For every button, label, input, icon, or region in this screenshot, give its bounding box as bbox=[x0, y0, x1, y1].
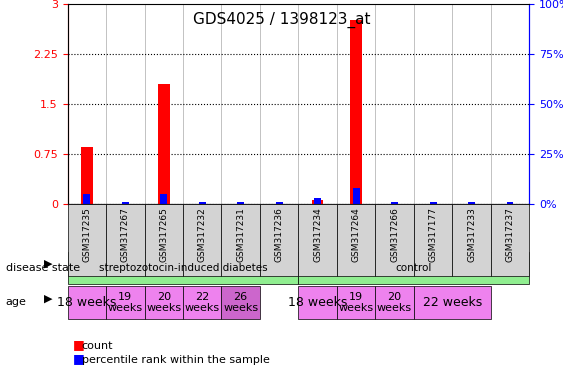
Text: percentile rank within the sample: percentile rank within the sample bbox=[82, 355, 270, 365]
Text: 22 weeks: 22 weeks bbox=[423, 296, 482, 309]
Text: 19
weeks: 19 weeks bbox=[338, 291, 374, 313]
Text: count: count bbox=[82, 341, 113, 351]
Text: 22
weeks: 22 weeks bbox=[185, 291, 220, 313]
Bar bbox=[81, 147, 92, 204]
Text: GSM317265: GSM317265 bbox=[159, 207, 168, 262]
Text: 18 weeks: 18 weeks bbox=[57, 296, 117, 309]
Bar bbox=[312, 200, 323, 204]
Text: GSM317266: GSM317266 bbox=[390, 207, 399, 262]
Bar bbox=[314, 197, 321, 204]
Bar bbox=[83, 194, 90, 204]
Bar bbox=[276, 202, 283, 204]
Text: GSM317264: GSM317264 bbox=[352, 207, 360, 262]
Text: 20
weeks: 20 weeks bbox=[377, 291, 412, 313]
Text: GSM317267: GSM317267 bbox=[121, 207, 129, 262]
Text: age: age bbox=[6, 297, 26, 308]
Bar bbox=[352, 187, 360, 204]
Text: GSM317177: GSM317177 bbox=[428, 207, 437, 262]
Text: ▶: ▶ bbox=[43, 293, 52, 304]
Bar bbox=[160, 194, 167, 204]
Bar bbox=[430, 202, 436, 204]
Text: GSM317235: GSM317235 bbox=[82, 207, 91, 262]
Text: control: control bbox=[396, 263, 432, 273]
Bar bbox=[122, 202, 129, 204]
Text: 26
weeks: 26 weeks bbox=[223, 291, 258, 313]
Text: 20
weeks: 20 weeks bbox=[146, 291, 181, 313]
Bar bbox=[158, 84, 169, 204]
Text: GSM317232: GSM317232 bbox=[198, 207, 207, 262]
Bar bbox=[468, 202, 475, 204]
Text: GSM317237: GSM317237 bbox=[506, 207, 515, 262]
Text: streptozotocin-induced diabetes: streptozotocin-induced diabetes bbox=[99, 263, 267, 273]
Bar bbox=[391, 202, 398, 204]
Text: GDS4025 / 1398123_at: GDS4025 / 1398123_at bbox=[193, 12, 370, 28]
Text: GSM317234: GSM317234 bbox=[313, 207, 322, 262]
Text: ■: ■ bbox=[73, 352, 85, 365]
Bar bbox=[507, 202, 513, 204]
Text: GSM317236: GSM317236 bbox=[275, 207, 284, 262]
Text: 18 weeks: 18 weeks bbox=[288, 296, 347, 309]
Text: disease state: disease state bbox=[6, 263, 80, 273]
Bar bbox=[237, 202, 244, 204]
Text: ■: ■ bbox=[73, 338, 85, 351]
Text: 19
weeks: 19 weeks bbox=[108, 291, 143, 313]
Text: GSM317233: GSM317233 bbox=[467, 207, 476, 262]
Bar bbox=[199, 202, 205, 204]
Text: ▶: ▶ bbox=[43, 259, 52, 269]
Text: GSM317231: GSM317231 bbox=[236, 207, 245, 262]
Bar bbox=[350, 20, 362, 204]
